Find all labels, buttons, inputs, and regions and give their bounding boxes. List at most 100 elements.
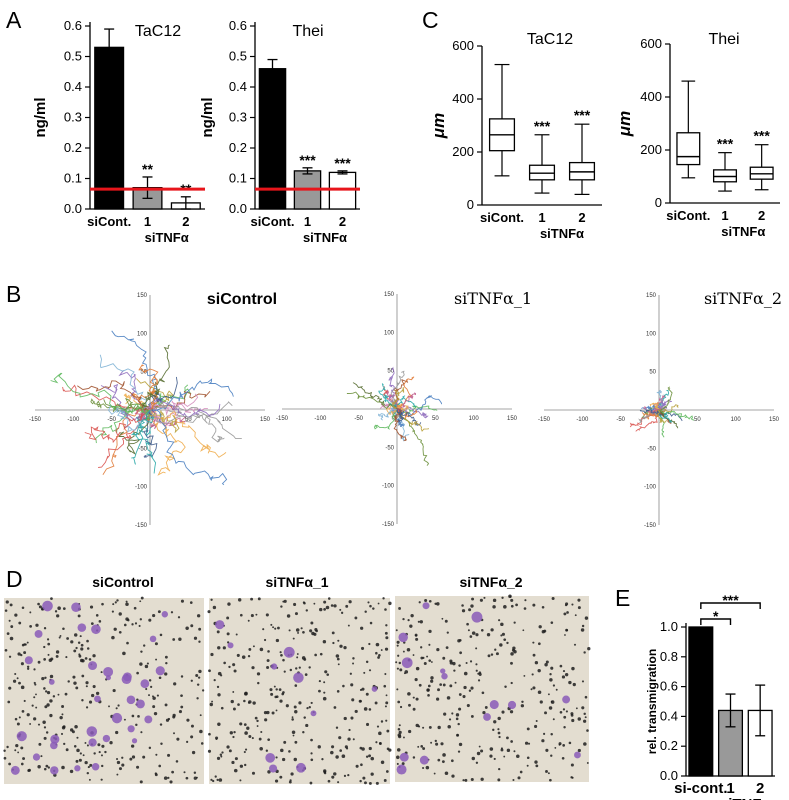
membrane-pore bbox=[165, 718, 170, 722]
membrane-pore bbox=[251, 737, 254, 740]
stained-cell bbox=[88, 661, 98, 671]
membrane-pore bbox=[49, 699, 53, 703]
membrane-pore bbox=[401, 762, 405, 766]
stained-cell bbox=[398, 632, 408, 643]
membrane-pore bbox=[339, 608, 342, 611]
membrane-pore bbox=[370, 756, 375, 761]
membrane-pore bbox=[430, 676, 434, 680]
membrane-pore bbox=[584, 695, 588, 699]
membrane-pore bbox=[218, 778, 223, 782]
membrane-pore bbox=[534, 661, 539, 665]
membrane-pore bbox=[294, 740, 298, 744]
membrane-pore bbox=[493, 757, 496, 760]
membrane-pore bbox=[526, 764, 529, 767]
membrane-pore bbox=[109, 741, 113, 745]
membrane-pore bbox=[210, 652, 214, 657]
membrane-pore bbox=[236, 653, 240, 657]
membrane-pore bbox=[584, 716, 587, 719]
membrane-pore bbox=[267, 770, 271, 774]
membrane-pore bbox=[417, 745, 420, 748]
cell-track bbox=[118, 405, 155, 456]
group-label: siTNFα bbox=[540, 226, 584, 241]
category-label: 1 bbox=[144, 214, 151, 229]
membrane-pore bbox=[131, 714, 135, 718]
stained-cell bbox=[371, 686, 378, 692]
membrane-pore bbox=[44, 676, 47, 679]
membrane-pore bbox=[198, 669, 202, 674]
stained-cell bbox=[562, 695, 571, 704]
membrane-pore bbox=[38, 605, 42, 609]
chart-title: siTNFα_2 bbox=[704, 289, 782, 308]
membrane-pore bbox=[16, 677, 19, 680]
membrane-pore bbox=[458, 742, 463, 747]
stained-cell bbox=[91, 762, 100, 771]
membrane-pore bbox=[60, 732, 64, 735]
membrane-pore bbox=[15, 744, 19, 748]
membrane-pore bbox=[564, 604, 568, 607]
membrane-pore bbox=[108, 705, 110, 708]
group-label: siTNFα bbox=[145, 230, 189, 245]
y-tick-label: 400 bbox=[452, 91, 474, 106]
membrane-pore bbox=[420, 646, 423, 649]
membrane-pore bbox=[442, 753, 446, 757]
cell-track bbox=[146, 409, 180, 434]
membrane-pore bbox=[47, 653, 50, 656]
membrane-pore bbox=[377, 656, 380, 659]
bar-chart-thei: 0.0 0.1 0.2 0.3 0.4 0.5 0.6 ng/ml siCont. *** 1 ***… bbox=[199, 18, 360, 245]
x-tick-label: 100 bbox=[469, 416, 480, 422]
membrane-pore bbox=[338, 736, 342, 740]
membrane-pore bbox=[408, 729, 412, 734]
membrane-pore bbox=[396, 762, 399, 765]
membrane-pore bbox=[345, 604, 349, 608]
membrane-pore bbox=[294, 710, 298, 714]
membrane-pore bbox=[259, 647, 264, 652]
membrane-pore bbox=[516, 754, 520, 759]
membrane-pore bbox=[135, 723, 138, 727]
membrane-pore bbox=[217, 722, 221, 726]
x-tick-label: -50 bbox=[107, 417, 116, 423]
membrane-pore bbox=[375, 642, 380, 647]
membrane-pore bbox=[237, 598, 242, 602]
membrane-pore bbox=[10, 625, 14, 628]
category-label: 2 bbox=[756, 780, 764, 797]
membrane-pore bbox=[20, 685, 25, 690]
membrane-pore bbox=[80, 643, 84, 647]
membrane-pore bbox=[256, 719, 259, 723]
membrane-pore bbox=[77, 641, 81, 644]
membrane-pore bbox=[440, 742, 444, 746]
membrane-pore bbox=[327, 597, 331, 600]
stained-cell bbox=[265, 752, 276, 763]
panel-letter-d: D bbox=[6, 566, 23, 592]
membrane-pore bbox=[493, 720, 497, 724]
membrane-pore bbox=[436, 602, 440, 606]
cell-track bbox=[149, 405, 226, 443]
membrane-pore bbox=[323, 600, 327, 604]
x-tick-label: -150 bbox=[538, 417, 551, 423]
membrane-pore bbox=[451, 712, 454, 715]
membrane-pore bbox=[310, 738, 313, 742]
membrane-pore bbox=[93, 752, 96, 755]
membrane-pore bbox=[412, 756, 416, 759]
membrane-pore bbox=[319, 652, 323, 656]
membrane-pore bbox=[489, 747, 494, 751]
membrane-pore bbox=[547, 693, 550, 696]
track-plot-2: -150 -100 -50 50 100 150 150 100 50 -50 -100 -150 si… bbox=[276, 289, 532, 528]
membrane-pore bbox=[430, 661, 433, 663]
membrane-pore bbox=[35, 706, 38, 709]
membrane-pore bbox=[331, 775, 335, 779]
membrane-pore bbox=[377, 602, 380, 605]
membrane-pore bbox=[90, 622, 94, 626]
membrane-pore bbox=[571, 718, 575, 723]
membrane-pore bbox=[458, 693, 462, 696]
membrane-pore bbox=[383, 779, 387, 782]
membrane-pore bbox=[267, 738, 271, 742]
cell-track bbox=[658, 409, 673, 424]
membrane-pore bbox=[81, 659, 85, 663]
membrane-pore bbox=[112, 688, 116, 693]
membrane-pore bbox=[315, 629, 318, 633]
membrane-pore bbox=[293, 602, 297, 607]
membrane-pore bbox=[501, 632, 505, 636]
membrane-pore bbox=[441, 760, 445, 764]
y-tick-label: 0.6 bbox=[229, 18, 247, 33]
membrane-pore bbox=[499, 643, 503, 647]
